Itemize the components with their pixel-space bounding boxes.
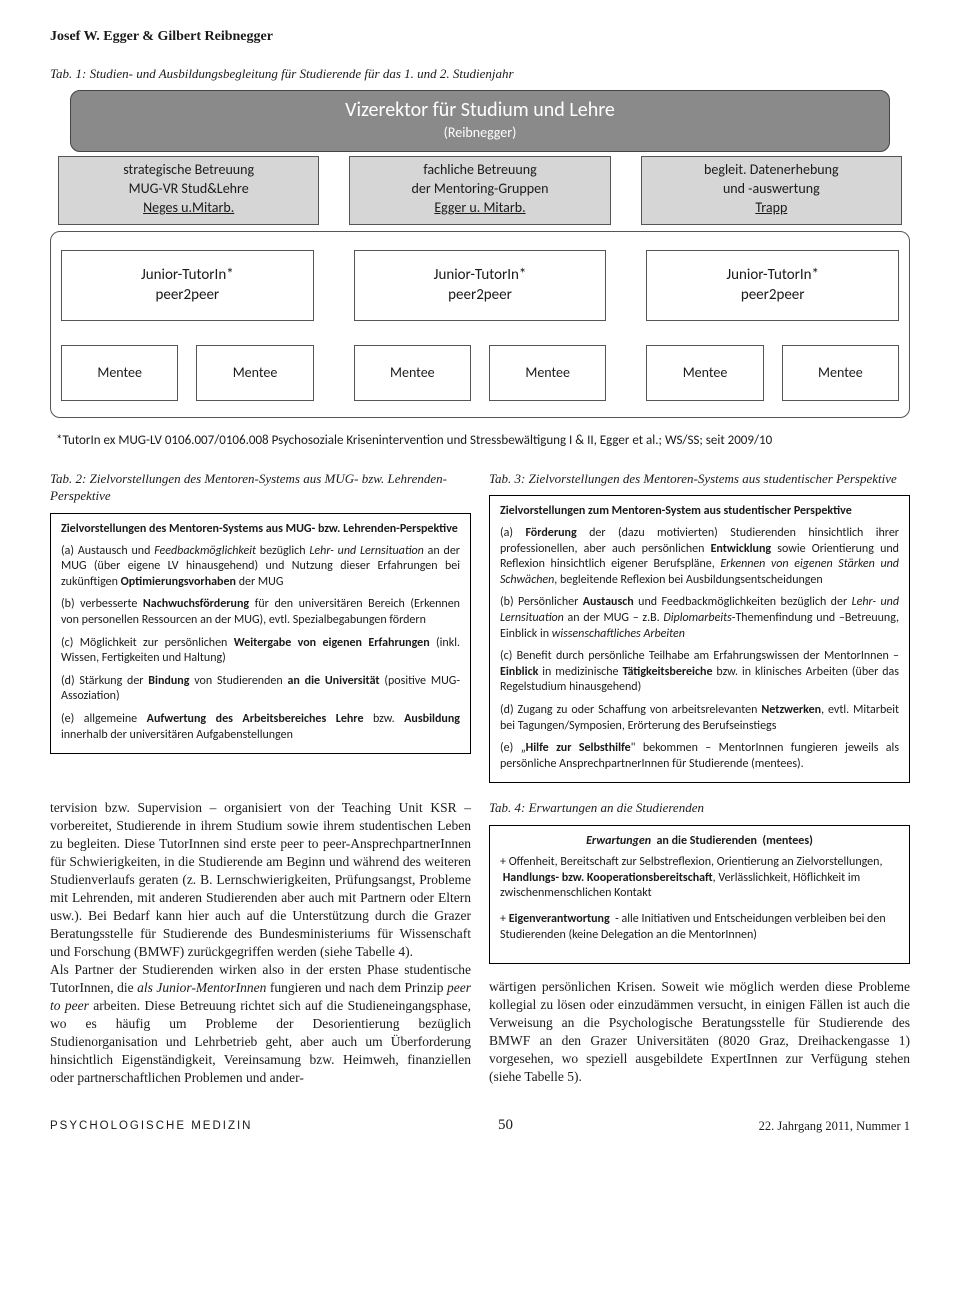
mentee-box: Mentee xyxy=(61,345,178,402)
tutor-frame: Junior-TutorIn* peer2peer Junior-TutorIn… xyxy=(50,231,910,418)
tutor-box: Junior-TutorIn* peer2peer xyxy=(646,250,899,321)
tab4-p1: + Offenheit, Bereitschaft zur Selbstrefl… xyxy=(500,855,899,902)
tutor-l2: peer2peer xyxy=(62,285,313,305)
tab2-b: (b) verbesserte Nachwuchsförderung für d… xyxy=(61,597,460,628)
top-box-sub: (Reibnegger) xyxy=(71,124,889,143)
tab3-caption: Tab. 3: Zielvorstellungen des Mentoren-S… xyxy=(489,470,910,488)
tab2-c: (c) Möglichkeit zur persönlichen Weiterg… xyxy=(61,636,460,667)
tutors-row: Junior-TutorIn* peer2peer Junior-TutorIn… xyxy=(61,250,899,321)
cell-l3: Trapp xyxy=(646,199,897,218)
top-box: Vizerektor für Studium und Lehre (Reibne… xyxy=(70,90,890,152)
author-line: Josef W. Egger & Gilbert Reibnegger xyxy=(50,28,910,47)
cell-l2: der Mentoring-Gruppen xyxy=(354,180,605,199)
tab3-e: (e) „Hilfe zur Selbsthilfe" bekommen – M… xyxy=(500,741,899,772)
tab4-caption: Tab. 4: Erwartungen an die Studierenden xyxy=(489,799,910,816)
tutor-l1: Junior-TutorIn* xyxy=(647,265,898,285)
mentee-box: Mentee xyxy=(782,345,899,402)
mentee-box: Mentee xyxy=(489,345,606,402)
cell-l1: begleit. Datenerhebung xyxy=(646,161,897,180)
cell-l1: strategische Betreuung xyxy=(63,161,314,180)
mentee-box: Mentee xyxy=(196,345,313,402)
tab2-heading: Zielvorstellungen des Mentoren-Systems a… xyxy=(61,522,460,538)
mentees-row: Mentee Mentee Mentee Mentee Mentee Mente… xyxy=(61,345,899,402)
footer-right: 22. Jahrgang 2011, Nummer 1 xyxy=(759,1118,910,1135)
tab1-caption: Tab. 1: Studien- und Ausbildungsbegleitu… xyxy=(50,65,910,83)
tab2-a: (a) Austausch und Feedbackmöglichkeit be… xyxy=(61,544,460,591)
tab3-box: Zielvorstellungen zum Mentoren-System au… xyxy=(489,495,910,783)
row3-cell: strategische Betreuung MUG-VR Stud&Lehre… xyxy=(58,156,319,225)
tab3-heading: Zielvorstellungen zum Mentoren-System au… xyxy=(500,504,899,520)
tab3-b: (b) Persönlicher Austausch und Feedbackm… xyxy=(500,595,899,642)
tab2-e: (e) allgemeine Aufwertung des Arbeitsber… xyxy=(61,712,460,743)
mentee-pair: Mentee Mentee xyxy=(61,345,314,402)
cell-l1: fachliche Betreuung xyxy=(354,161,605,180)
tab2-d: (d) Stärkung der Bindung von Studierende… xyxy=(61,674,460,705)
row3-cell: begleit. Datenerhebung und -auswertung T… xyxy=(641,156,902,225)
tutor-l2: peer2peer xyxy=(355,285,606,305)
tutor-box: Junior-TutorIn* peer2peer xyxy=(354,250,607,321)
tab1-diagram: Vizerektor für Studium und Lehre (Reibne… xyxy=(50,90,910,418)
tab4-p2: + Eigenverantwortung - alle Initiativen … xyxy=(500,912,899,943)
top-box-title: Vizerektor für Studium und Lehre xyxy=(71,97,889,124)
tab3-col: Tab. 3: Zielvorstellungen des Mentoren-S… xyxy=(489,470,910,783)
tutor-l2: peer2peer xyxy=(647,285,898,305)
body-right-text: wärtigen persönlichen Krisen. Soweit wie… xyxy=(489,979,910,1084)
page-footer: PSYCHOLOGISCHE MEDIZIN 50 22. Jahrgang 2… xyxy=(50,1115,910,1135)
cell-l2: und -auswertung xyxy=(646,180,897,199)
tutor-l1: Junior-TutorIn* xyxy=(355,265,606,285)
mentee-box: Mentee xyxy=(354,345,471,402)
row3-cell: fachliche Betreuung der Mentoring-Gruppe… xyxy=(349,156,610,225)
mentee-box: Mentee xyxy=(646,345,763,402)
tab3-c: (c) Benefit durch persönliche Teilhabe a… xyxy=(500,649,899,696)
footer-page: 50 xyxy=(498,1115,513,1135)
tab3-d: (d) Zugang zu oder Schaffung von arbeits… xyxy=(500,703,899,734)
body-left-text: tervision bzw. Supervision – organisiert… xyxy=(50,800,471,1084)
tab4-heading: Erwartungen an die Studierenden (mentees… xyxy=(500,834,899,850)
tab2-caption: Tab. 2: Zielvorstellungen des Mentoren-S… xyxy=(50,470,471,505)
tutor-box: Junior-TutorIn* peer2peer xyxy=(61,250,314,321)
tutor-l1: Junior-TutorIn* xyxy=(62,265,313,285)
tab3-a: (a) Förderung der (dazu motivierten) Stu… xyxy=(500,526,899,588)
tab2-col: Tab. 2: Zielvorstellungen des Mentoren-S… xyxy=(50,470,471,783)
cell-l3: Egger u. Mitarb. xyxy=(354,199,605,218)
mentee-pair: Mentee Mentee xyxy=(354,345,607,402)
body-left: tervision bzw. Supervision – organisiert… xyxy=(50,799,471,1086)
mentee-pair: Mentee Mentee xyxy=(646,345,899,402)
row3: strategische Betreuung MUG-VR Stud&Lehre… xyxy=(58,156,902,225)
tab1-footnote: *TutorIn ex MUG-LV 0106.007/0106.008 Psy… xyxy=(56,432,910,450)
tab2-box: Zielvorstellungen des Mentoren-Systems a… xyxy=(50,513,471,754)
tab2-tab3-row: Tab. 2: Zielvorstellungen des Mentoren-S… xyxy=(50,470,910,783)
cell-l3: Neges u.Mitarb. xyxy=(63,199,314,218)
body-right: Tab. 4: Erwartungen an die Studierenden … xyxy=(489,799,910,1086)
cell-l2: MUG-VR Stud&Lehre xyxy=(63,180,314,199)
tab4-box: Erwartungen an die Studierenden (mentees… xyxy=(489,825,910,965)
footer-left: PSYCHOLOGISCHE MEDIZIN xyxy=(50,1119,252,1135)
body-columns: tervision bzw. Supervision – organisiert… xyxy=(50,799,910,1086)
